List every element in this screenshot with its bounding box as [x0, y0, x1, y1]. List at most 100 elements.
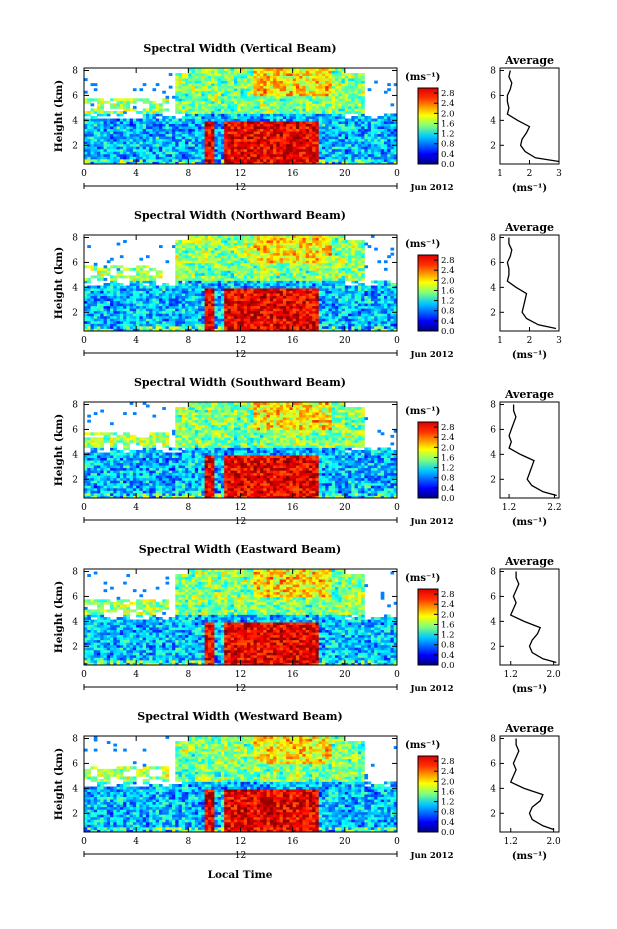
- heatmap-cell: [194, 250, 199, 254]
- heatmap-cell: [224, 272, 228, 276]
- heatmap-cell: [279, 235, 284, 238]
- heatmap-cell: [312, 143, 316, 147]
- heatmap-cell: [253, 265, 258, 269]
- heatmap-cell: [198, 300, 202, 304]
- heatmap-cell: [178, 242, 183, 246]
- heatmap-cell: [136, 131, 140, 135]
- heatmap-cell: [110, 325, 114, 329]
- heatmap-cell: [188, 148, 192, 152]
- heatmap-cell: [168, 310, 173, 314]
- heatmap-cell: [194, 280, 199, 284]
- heatmap-cell: [273, 68, 277, 71]
- heatmap-cell: [191, 143, 196, 147]
- heatmap-cell: [152, 143, 157, 147]
- heatmap-cell: [224, 118, 228, 122]
- heatmap-cell: [256, 235, 261, 238]
- heatmap-cell: [312, 128, 316, 132]
- heatmap-cell: [318, 123, 323, 127]
- heatmap-cell: [279, 293, 284, 297]
- heatmap-cell: [260, 143, 264, 147]
- heatmap-cell: [273, 95, 277, 99]
- heatmap-cell: [318, 68, 323, 71]
- heatmap-cell: [217, 131, 222, 135]
- heatmap-cell: [341, 90, 346, 94]
- heatmap-cell: [123, 151, 127, 155]
- heatmap-cell: [191, 158, 196, 162]
- heatmap-cell: [302, 156, 307, 160]
- heatmap-cell: [185, 100, 189, 104]
- heatmap-cell: [282, 153, 287, 157]
- heatmap-cell: [106, 128, 111, 132]
- heatmap-cell: [247, 95, 251, 99]
- heatmap-cell: [93, 308, 98, 312]
- heatmap-cell: [217, 100, 222, 104]
- heatmap-cell: [172, 285, 176, 289]
- heatmap-cell: [155, 118, 160, 122]
- heatmap-cell: [136, 295, 140, 299]
- heatmap-cell: [276, 123, 281, 127]
- heatmap-cell: [273, 110, 277, 114]
- heatmap-cell: [113, 133, 117, 137]
- heatmap-cell: [145, 158, 150, 162]
- heatmap-cell: [374, 121, 378, 124]
- heatmap-cell: [237, 320, 241, 324]
- heatmap-cell: [220, 88, 225, 92]
- heatmap-cell: [260, 303, 264, 307]
- heatmap-cell: [172, 245, 176, 249]
- heatmap-cell: [132, 141, 137, 145]
- heatmap-cell: [100, 308, 104, 312]
- heatmap-cell: [292, 75, 297, 79]
- heatmap-cell: [126, 308, 131, 312]
- heatmap-cell: [211, 280, 215, 284]
- heatmap-cell: [139, 118, 144, 122]
- heatmap-cell: [351, 161, 356, 165]
- heatmap-cell: [211, 126, 215, 130]
- heatmap-cell: [260, 121, 264, 124]
- heatmap-cell: [292, 158, 297, 162]
- heatmap-cell: [260, 293, 264, 297]
- heatmap-cell: [103, 267, 108, 271]
- heatmap-cell: [282, 265, 287, 269]
- heatmap-cell: [253, 153, 258, 157]
- heatmap-cell: [185, 88, 189, 92]
- heatmap-cell: [247, 280, 251, 284]
- heatmap-cell: [318, 110, 323, 114]
- heatmap-cell: [191, 70, 196, 74]
- heatmap-cell: [256, 73, 261, 76]
- heatmap-cell: [149, 128, 153, 132]
- heatmap-cell: [90, 265, 95, 269]
- heatmap-cell: [282, 161, 287, 165]
- heatmap-cell: [370, 123, 375, 127]
- heatmap-cell: [165, 318, 170, 322]
- heatmap-cell: [269, 121, 274, 124]
- heatmap-cell: [331, 95, 336, 99]
- heatmap-cell: [233, 126, 238, 130]
- heatmap-cell: [145, 118, 150, 122]
- heatmap-cell: [139, 277, 144, 281]
- heatmap-cell: [250, 80, 254, 84]
- heatmap-cell: [256, 90, 261, 94]
- heatmap-cell: [233, 242, 238, 246]
- heatmap-cell: [181, 88, 186, 92]
- heatmap-cell: [90, 143, 95, 147]
- heatmap-cell: [325, 156, 329, 160]
- heatmap-cell: [224, 141, 228, 145]
- heatmap-cell: [266, 267, 271, 271]
- heatmap-cell: [302, 75, 307, 79]
- heatmap-cell: [240, 325, 245, 329]
- heatmap-cell: [103, 121, 108, 124]
- heatmap-cell: [132, 320, 137, 324]
- heatmap-cell: [247, 158, 251, 162]
- heatmap-cell: [152, 310, 157, 314]
- heatmap-cell: [230, 105, 235, 109]
- heatmap-cell: [217, 285, 222, 289]
- heatmap-cell: [139, 328, 144, 332]
- heatmap-cell: [211, 100, 215, 104]
- heatmap-cell: [119, 100, 124, 104]
- heatmap-cell: [253, 73, 258, 76]
- heatmap-cell: [247, 103, 251, 107]
- heatmap-cell: [230, 288, 235, 291]
- heatmap-cell: [273, 242, 277, 246]
- heatmap-cell: [233, 103, 238, 107]
- colorbar-tick-label: 0.8: [441, 140, 455, 150]
